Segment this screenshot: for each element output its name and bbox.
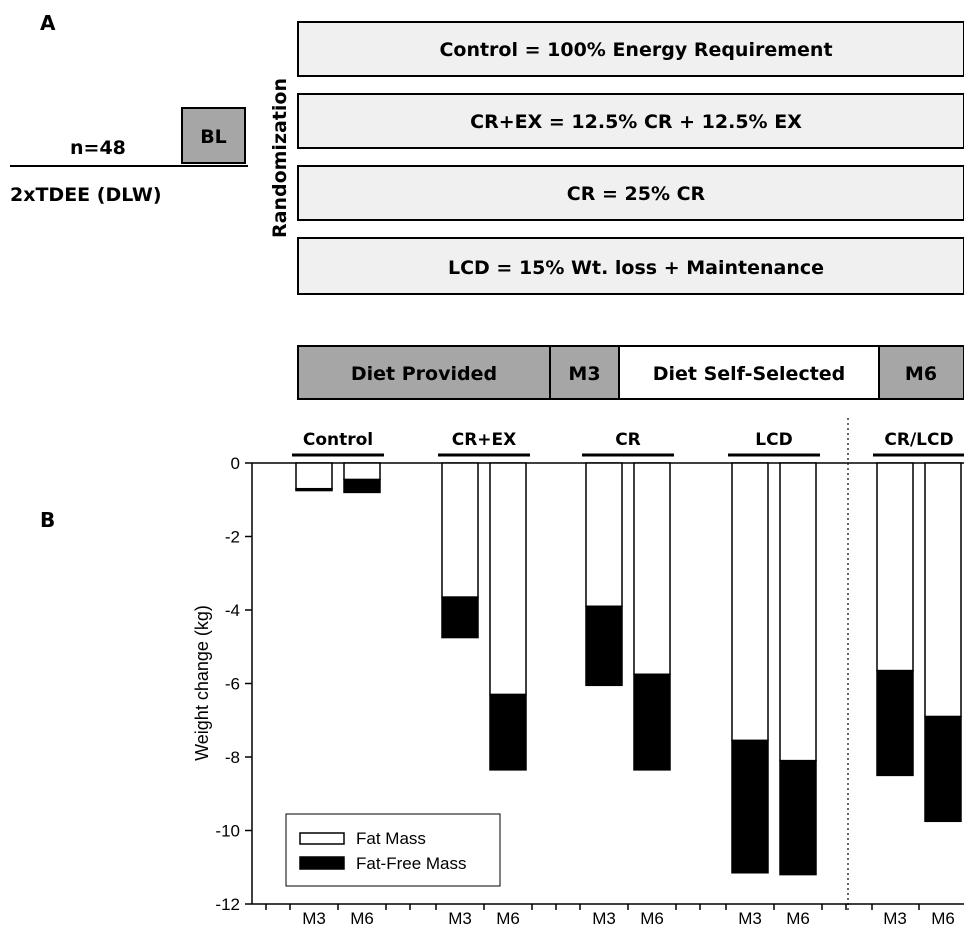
bar-fat-free-mass: [441, 596, 479, 639]
timeline-diet-provided: [297, 345, 551, 400]
x-tick-label: M6: [350, 909, 374, 928]
randomization-label: Randomization: [269, 78, 291, 238]
arm-label-cr: CR = 25% CR: [567, 183, 706, 205]
sample-size-label: n=48: [70, 137, 126, 159]
bar-fat-free-mass: [633, 673, 671, 771]
x-tick-label: M3: [302, 909, 326, 928]
bar-fat-mass: [731, 462, 769, 742]
y-axis-label: Weight change (kg): [192, 605, 212, 761]
plot-area: 0 -2 -4 -6 -8 -10 -12 M3 M6 M3 M6 M3 M6 M3 M6 M3 M6 Contr…: [215, 418, 964, 928]
y-tick-label: -2: [225, 528, 240, 547]
bar-fat-mass: [633, 462, 671, 676]
x-tick-label: M3: [448, 909, 472, 928]
group-label: LCD: [755, 430, 792, 450]
y-tick-label: 0: [231, 454, 240, 473]
bar-fat-mass: [876, 462, 914, 672]
x-tick-label: M6: [786, 909, 810, 928]
legend-box: [285, 813, 501, 887]
x-tick-label: M6: [640, 909, 664, 928]
x-tick-label: M6: [931, 909, 955, 928]
x-tick-label: M6: [496, 909, 520, 928]
legend-label-fat-mass: Fat Mass: [356, 829, 426, 848]
bar-fat-free-mass: [585, 605, 623, 687]
x-tick-label: M3: [738, 909, 762, 928]
arm-box-control: [297, 21, 964, 77]
legend-swatch-fat-mass: [299, 832, 345, 845]
y-tick-label: -6: [225, 675, 240, 694]
timeline-label: Diet Self-Selected: [653, 363, 846, 385]
bar-fat-mass: [441, 462, 479, 598]
timeline-label: M3: [568, 363, 600, 385]
baseline-box-label: BL: [200, 126, 227, 148]
y-tick-label: -8: [225, 748, 240, 767]
bar-fat-free-mass: [779, 759, 817, 876]
y-tick-label: -10: [215, 822, 240, 841]
timeline-m3: [549, 345, 620, 400]
group-label: CR/LCD: [884, 430, 953, 450]
bar-fat-free-mass: [489, 693, 527, 771]
bar-fat-free-mass: [731, 739, 769, 874]
arm-label-lcd: LCD = 15% Wt. loss + Maintenance: [448, 257, 824, 279]
x-tick-label: M3: [883, 909, 907, 928]
arm-box-crex: [297, 93, 964, 149]
y-tick-label: -12: [215, 895, 240, 914]
x-tick-label: M3: [592, 909, 616, 928]
bar-fat-mass: [343, 462, 381, 481]
bar-fat-free-mass: [343, 478, 381, 494]
bar-fat-mass: [295, 462, 333, 490]
group-label: CR: [615, 430, 641, 450]
bar-fat-free-mass: [295, 487, 333, 492]
timeline-label: M6: [905, 363, 937, 385]
legend-swatch-fat-free-mass: [299, 856, 345, 870]
timeline-m6: [878, 345, 964, 400]
legend-label-fat-free-mass: Fat-Free Mass: [356, 854, 467, 873]
bar-fat-mass: [489, 462, 527, 696]
bar-fat-free-mass: [876, 669, 914, 777]
baseline-measure-label: 2xTDEE (DLW): [10, 184, 162, 206]
baseline-box: [181, 107, 246, 164]
bar-fat-free-mass: [924, 715, 962, 823]
arm-label-crex: CR+EX = 12.5% CR + 12.5% EX: [470, 111, 802, 133]
arm-box-lcd: [297, 237, 964, 295]
bar-fat-mass: [779, 462, 817, 762]
group-label: CR+EX: [452, 430, 517, 450]
y-tick-label: -4: [225, 601, 240, 620]
panel-b-label: B: [40, 508, 55, 532]
arm-label-control: Control = 100% Energy Requirement: [439, 39, 832, 61]
group-label: Control: [303, 430, 373, 450]
timeline-label: Diet Provided: [351, 363, 497, 385]
panel-a-label: A: [40, 11, 56, 35]
bar-fat-mass: [924, 462, 962, 718]
bar-fat-mass: [585, 462, 623, 608]
